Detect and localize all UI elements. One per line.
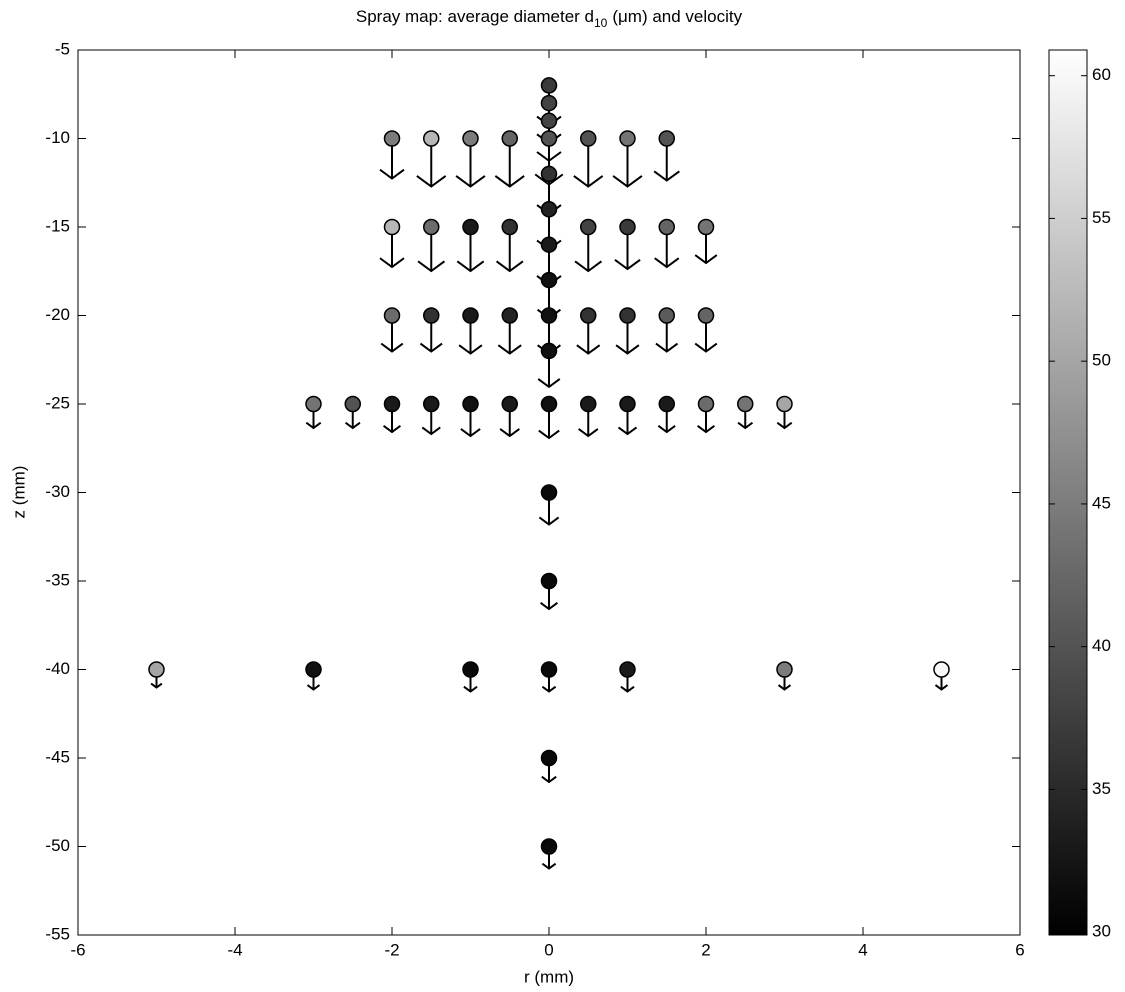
droplet-point	[501, 307, 518, 324]
droplet-point	[540, 271, 558, 289]
droplet-point	[580, 395, 597, 413]
droplet-point	[462, 661, 479, 678]
droplet-point	[305, 395, 322, 413]
droplet-point	[540, 342, 558, 360]
droplet-point	[462, 307, 479, 324]
y-tick-label: -5	[55, 39, 70, 58]
x-tick-label: -4	[227, 940, 242, 959]
y-tick-label: -40	[45, 659, 70, 678]
droplet-point	[540, 130, 558, 147]
x-tick-label: 0	[544, 940, 553, 959]
droplet-point	[540, 749, 558, 767]
droplet-point	[540, 307, 558, 324]
droplet-point	[619, 130, 636, 147]
droplet-point	[580, 130, 597, 147]
droplet-point	[697, 307, 715, 324]
droplet-point	[580, 218, 597, 236]
droplet-point	[540, 661, 558, 678]
droplet-point	[383, 395, 401, 413]
droplet-point	[540, 94, 558, 112]
droplet-point	[776, 395, 793, 413]
droplet-point	[658, 395, 675, 413]
droplet-point	[619, 395, 636, 413]
droplet-point	[423, 130, 440, 147]
y-tick-label: -30	[45, 482, 70, 501]
droplet-point	[148, 661, 165, 678]
y-axis-label: z (mm)	[9, 466, 28, 519]
droplet-point	[619, 218, 636, 236]
colorbar-tick-label: 40	[1092, 636, 1111, 655]
title-main: Spray map: average diameter d	[356, 7, 594, 26]
droplet-point	[697, 218, 715, 236]
droplet-point	[658, 218, 675, 236]
colorbar	[1048, 49, 1088, 936]
droplet-point	[383, 130, 401, 147]
droplet-point	[305, 661, 322, 678]
x-tick-label: -6	[70, 940, 85, 959]
y-tick-label: -45	[45, 747, 70, 766]
droplet-point	[540, 77, 558, 94]
colorbar-tick-label: 55	[1092, 208, 1111, 227]
y-tick-label: -55	[45, 924, 70, 943]
droplet-point	[462, 395, 479, 413]
colorbar-tick-label: 50	[1092, 351, 1111, 370]
droplet-point	[540, 201, 558, 218]
title-subscript: 10	[594, 16, 608, 30]
droplet-point	[423, 218, 440, 236]
y-tick-label: -35	[45, 570, 70, 589]
colorbar-tick-label: 45	[1092, 493, 1111, 512]
x-axis-label: r (mm)	[524, 967, 574, 986]
droplet-point	[580, 307, 597, 324]
droplet-point	[933, 661, 950, 678]
droplet-point	[501, 218, 518, 236]
colorbar-tick-label: 60	[1092, 65, 1111, 84]
droplet-point	[540, 838, 558, 855]
droplet-point	[462, 218, 479, 236]
y-tick-label: -25	[45, 393, 70, 412]
colorbar-tick-label: 35	[1092, 779, 1111, 798]
x-tick-label: 4	[858, 940, 867, 959]
y-tick-label: -50	[45, 836, 70, 855]
droplet-point	[540, 484, 558, 501]
y-tick-label: -15	[45, 216, 70, 235]
droplet-point	[737, 395, 754, 413]
droplet-point	[658, 130, 675, 147]
droplet-point	[658, 307, 675, 324]
droplet-point	[776, 661, 793, 678]
droplet-point	[540, 165, 558, 183]
y-tick-label: -20	[45, 305, 70, 324]
x-tick-label: 2	[701, 940, 710, 959]
droplet-point	[540, 236, 558, 253]
droplet-point	[697, 395, 715, 413]
droplet-point	[619, 661, 636, 678]
colorbar-tick-label: 30	[1092, 922, 1111, 941]
droplet-point	[344, 395, 361, 413]
y-tick-label: -10	[45, 128, 70, 147]
x-tick-label: 6	[1015, 940, 1024, 959]
droplet-point	[423, 307, 440, 324]
droplet-point	[540, 112, 558, 130]
droplet-point	[383, 307, 401, 324]
droplet-point	[423, 395, 440, 413]
droplet-point	[501, 395, 518, 413]
droplet-point	[383, 218, 401, 236]
droplet-point	[540, 572, 558, 590]
x-tick-label: -2	[384, 940, 399, 959]
chart-title: Spray map: average diameter d10 (μm) and …	[356, 7, 743, 30]
droplet-point	[462, 130, 479, 147]
droplet-point	[540, 395, 558, 413]
droplet-point	[619, 307, 636, 324]
droplet-point	[501, 130, 518, 147]
title-end: (μm) and velocity	[612, 7, 742, 26]
